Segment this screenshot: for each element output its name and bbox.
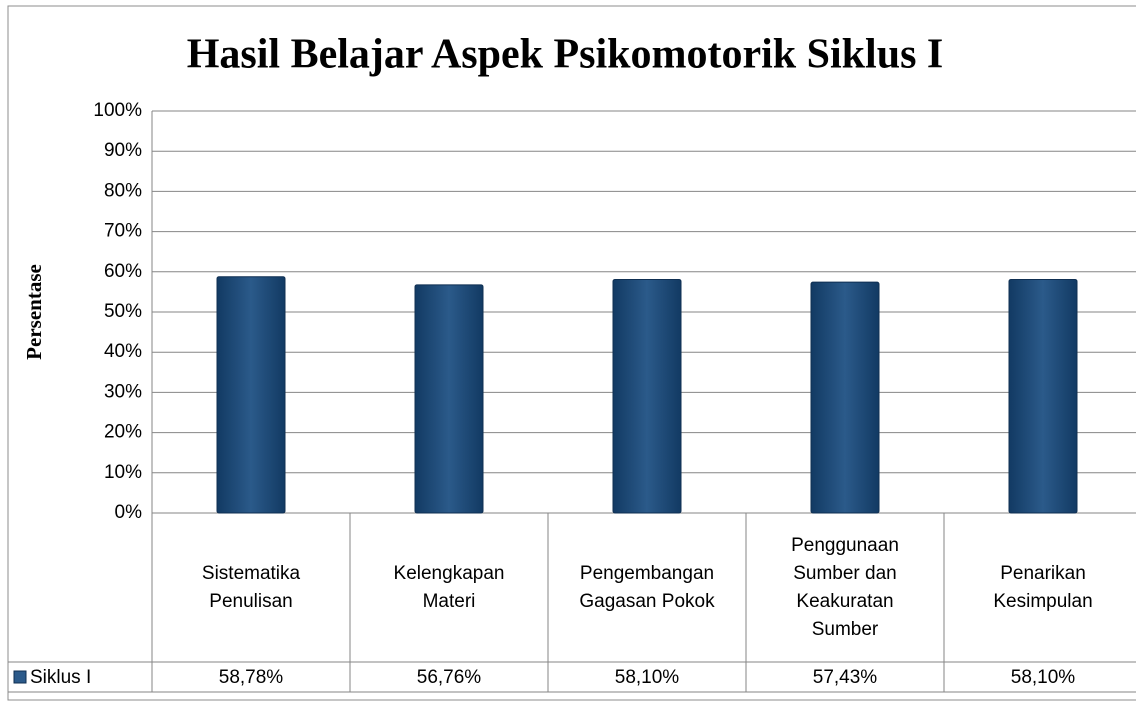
y-tick-label: 40% [104,341,142,362]
category-label: Pengembangan Gagasan Pokok [579,562,715,612]
y-tick-label: 60% [104,261,142,282]
y-tick-label: 70% [104,221,142,242]
bar [612,278,682,514]
y-tick-label: 10% [104,462,142,483]
category-label: Penarikan Kesimpulan [993,562,1093,612]
y-tick-label: 50% [104,301,142,322]
legend-label: Siklus I [30,667,91,688]
bar [810,281,880,514]
y-axis-title: Persentase [22,264,46,360]
value-label: 58,10% [1011,667,1076,688]
chart-border [7,5,1136,701]
value-label: 58,10% [615,667,680,688]
y-tick-label: 80% [104,180,142,201]
category-label: Sistematika Penulisan [201,562,301,612]
category-label: Kelengkapan Materi [393,562,505,612]
bar [414,284,484,514]
y-tick-label: 0% [115,502,143,523]
value-label: 56,76% [417,667,482,688]
legend-swatch [13,670,27,684]
bar [1008,278,1078,514]
chart-title: Hasil Belajar Aspek Psikomotorik Siklus … [187,32,944,78]
y-tick-label: 100% [93,100,142,121]
y-tick-label: 90% [104,140,142,161]
y-tick-label: 20% [104,422,142,443]
bar [216,276,286,514]
value-label: 57,43% [813,667,878,688]
y-tick-label: 30% [104,381,142,402]
category-label: Penggunaan Sumber dan Keakuratan Sumber [791,534,899,640]
value-label: 58,78% [219,667,284,688]
